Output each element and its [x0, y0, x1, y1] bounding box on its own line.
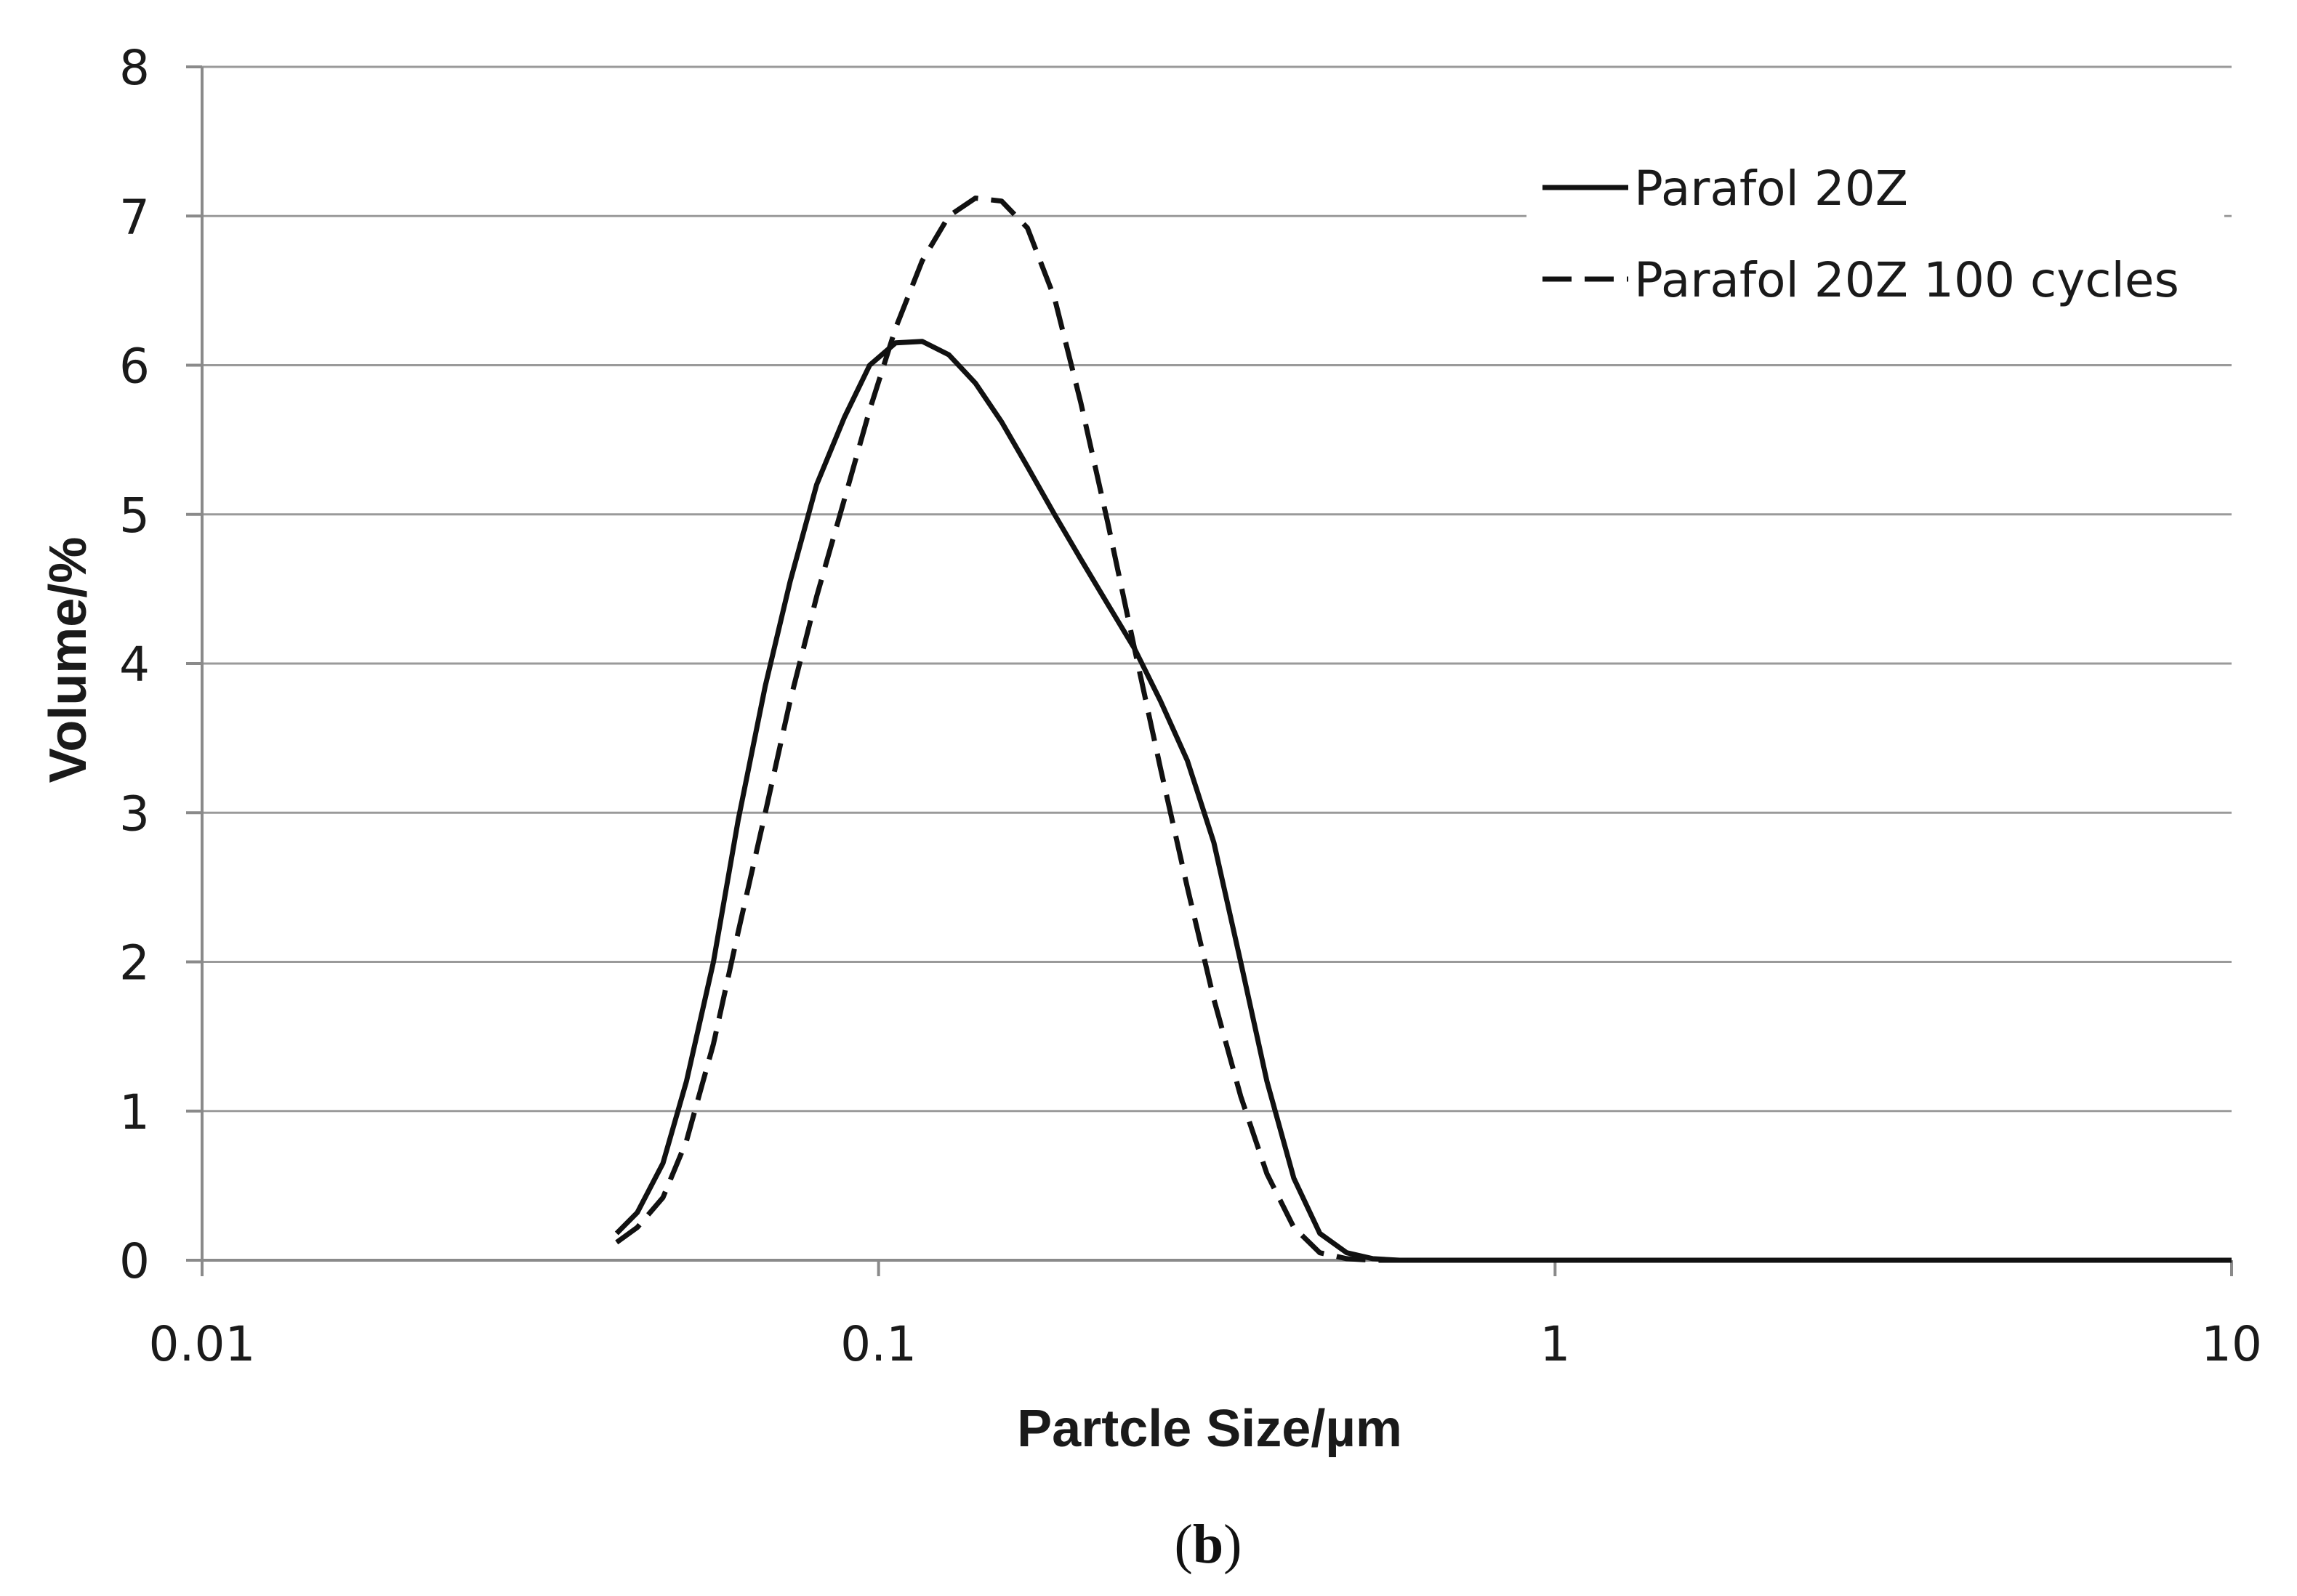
y-tick-label: 4: [119, 637, 150, 693]
y-tick-label: 6: [119, 339, 150, 395]
y-axis-title: Volume/%: [39, 537, 97, 783]
caption-letter: b: [1193, 1514, 1223, 1575]
y-tick-label: 2: [119, 935, 150, 991]
grid-lines: [202, 65, 2232, 1113]
legend-label: Parafol 20Z 100 cycles: [1634, 252, 2179, 308]
y-tick-label: 1: [119, 1084, 150, 1140]
y-tick-label: 5: [119, 488, 150, 544]
y-tick-label: 7: [119, 189, 150, 245]
series-line-solid: [614, 339, 2232, 1263]
x-tick-label: 0.01: [149, 1316, 256, 1372]
caption-close: ): [1223, 1514, 1242, 1575]
y-tick-label: 8: [119, 40, 150, 96]
x-tick-label: 0.1: [840, 1316, 917, 1372]
x-axis-title: Partcle Size/µm: [1017, 1400, 1402, 1458]
series-line-dashed: [615, 196, 2232, 1263]
legend-background: [1526, 145, 2224, 334]
tick-labels: 0 1 2 3 4 5 6 7 8 0.01 0.1 1 10: [119, 40, 2262, 1372]
x-tick-label: 10: [2201, 1316, 2262, 1372]
y-tick-label: 0: [119, 1233, 150, 1289]
figure-caption: (b): [1175, 1514, 1242, 1575]
legend: Parafol 20Z Parafol 20Z 100 cycles: [1526, 145, 2224, 334]
legend-label: Parafol 20Z: [1634, 161, 1908, 217]
series-lines: [614, 196, 2232, 1263]
caption-open: (: [1175, 1514, 1193, 1575]
x-tick-label: 1: [1540, 1316, 1570, 1372]
y-tick-label: 3: [119, 786, 150, 842]
